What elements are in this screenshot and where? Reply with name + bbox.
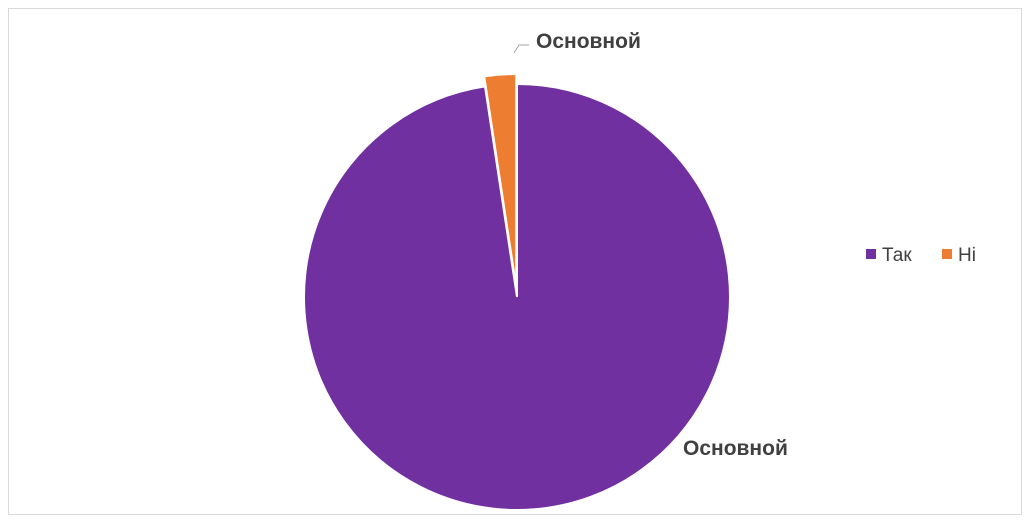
pie-slice-ni [483,73,518,288]
legend-swatch-ni [942,249,952,259]
legend: Так Ні [866,245,976,266]
pie-slice-tak [303,82,731,511]
legend-swatch-tak [866,249,876,259]
pie-slices [303,73,731,511]
chart-frame: Основной Основной Так Ні [8,8,1022,515]
data-label-leader-line [513,44,529,54]
pie-chart: Основной Основной Так Ні [303,30,976,511]
data-label-tak: Основной [683,437,788,460]
data-label-ni: Основной [536,30,641,53]
legend-label-ni: Ні [958,245,976,266]
legend-label-tak: Так [882,245,912,266]
